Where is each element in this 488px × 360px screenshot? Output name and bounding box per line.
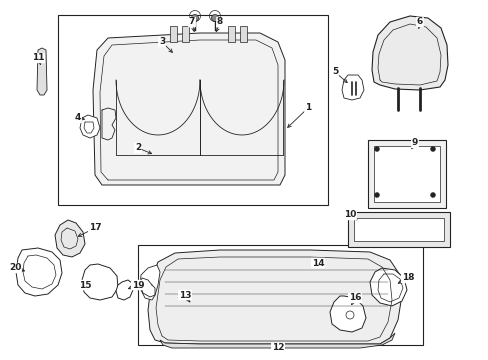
Text: 15: 15 (79, 280, 91, 289)
Bar (367, 140, 445, 208)
Bar (182, 26, 189, 42)
Text: 5: 5 (331, 68, 337, 77)
Bar (170, 26, 177, 42)
Polygon shape (329, 296, 365, 332)
Text: 2: 2 (135, 144, 141, 153)
Polygon shape (93, 33, 285, 185)
Circle shape (346, 311, 353, 319)
Polygon shape (116, 280, 133, 300)
Text: 19: 19 (131, 280, 144, 289)
Text: 17: 17 (88, 224, 101, 233)
Text: 11: 11 (32, 54, 44, 63)
Text: 6: 6 (416, 18, 422, 27)
Text: 8: 8 (217, 18, 223, 27)
Circle shape (211, 14, 218, 22)
Polygon shape (55, 220, 85, 257)
Bar (227, 26, 235, 42)
Circle shape (191, 14, 198, 22)
Bar (58, 15, 327, 205)
Text: 7: 7 (188, 18, 195, 27)
Text: 12: 12 (271, 343, 284, 352)
Bar (353, 218, 443, 241)
Text: 16: 16 (348, 293, 361, 302)
Polygon shape (148, 250, 401, 344)
Bar (240, 26, 246, 42)
Text: 3: 3 (159, 37, 165, 46)
Text: 13: 13 (179, 291, 191, 300)
Circle shape (429, 193, 435, 198)
Polygon shape (16, 248, 62, 296)
Text: 14: 14 (311, 258, 324, 267)
Polygon shape (371, 16, 447, 90)
Circle shape (374, 193, 379, 198)
Polygon shape (369, 268, 406, 306)
Text: 1: 1 (304, 104, 310, 112)
Polygon shape (82, 264, 118, 300)
Bar (138, 245, 422, 345)
Polygon shape (80, 115, 100, 138)
Polygon shape (341, 75, 363, 100)
Text: 10: 10 (343, 211, 355, 220)
Circle shape (374, 147, 379, 152)
Polygon shape (37, 48, 47, 95)
Text: 18: 18 (401, 274, 413, 283)
Text: 20: 20 (9, 264, 21, 273)
Polygon shape (160, 333, 394, 348)
Text: 9: 9 (411, 139, 417, 148)
Text: 4: 4 (75, 113, 81, 122)
Circle shape (429, 147, 435, 152)
Bar (373, 146, 439, 202)
Bar (347, 212, 449, 247)
Polygon shape (140, 265, 160, 300)
